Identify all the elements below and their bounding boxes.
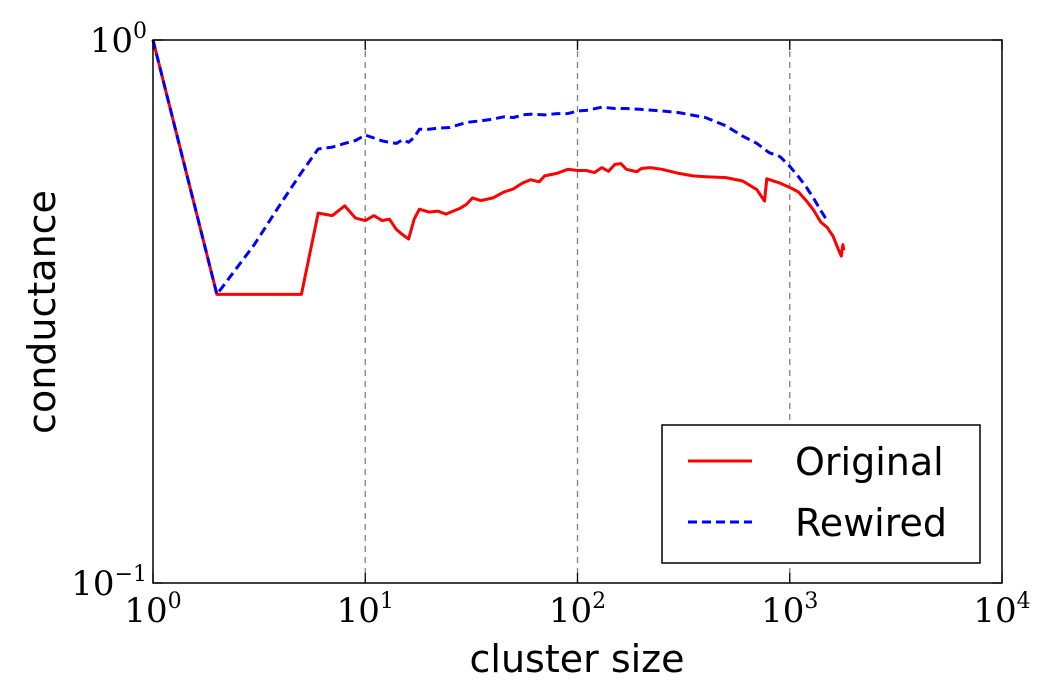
x-tick-label: 104: [973, 589, 1030, 631]
x-tick-label: 100: [124, 589, 181, 631]
y-tick-label: 100: [90, 19, 147, 61]
legend-label-rewired: Rewired: [795, 501, 947, 545]
y-axis-label: conductance: [20, 190, 64, 434]
x-tick-label: 103: [761, 589, 818, 631]
ticks: [152, 39, 1003, 584]
series-line-rewired: [151, 39, 829, 296]
legend-label-original: Original: [795, 440, 944, 484]
x-axis-label: cluster size: [470, 637, 685, 681]
legend: Original Rewired: [661, 424, 981, 564]
y-tick-label: 10−1: [71, 562, 147, 604]
legend-box: [661, 424, 981, 564]
x-tick-label: 102: [549, 589, 606, 631]
series-line-original: [151, 39, 846, 296]
series-layer: [151, 39, 846, 296]
x-tick-label: 101: [337, 589, 394, 631]
